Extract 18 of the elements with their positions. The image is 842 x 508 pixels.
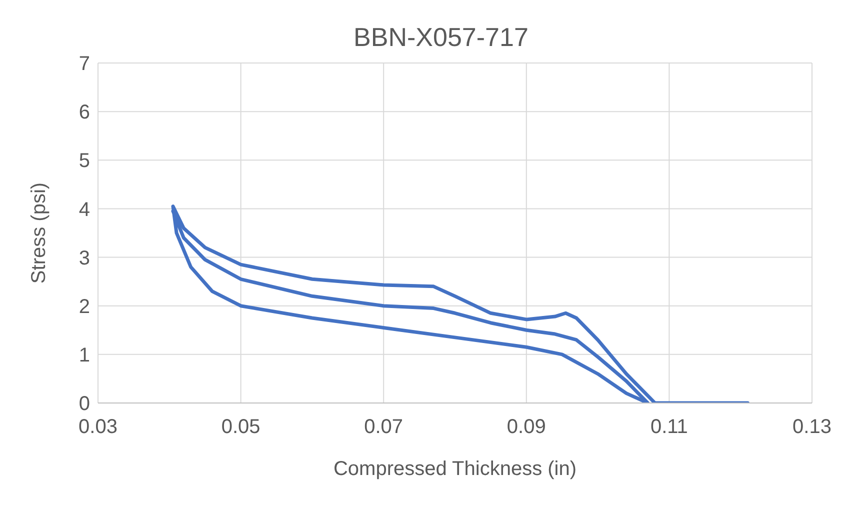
x-tick-label: 0.07 — [364, 416, 404, 438]
y-tick-label: 3 — [78, 247, 90, 270]
y-tick-label: 7 — [78, 53, 90, 76]
y-tick-label: 2 — [78, 296, 90, 318]
x-tick-label: 0.05 — [221, 416, 260, 438]
x-tick-label: 0.09 — [506, 416, 546, 438]
x-tick-label: 0.03 — [78, 416, 118, 438]
x-axis-title: Compressed Thickness (in) — [333, 458, 577, 480]
y-axis-title: Stress (psi) — [28, 182, 50, 284]
chart-title: BBN-X057-717 — [352, 21, 530, 53]
line-series — [171, 204, 750, 403]
y-tick-label: 1 — [78, 344, 90, 367]
y-tick-label: 5 — [78, 150, 90, 172]
y-tick-label: 4 — [78, 198, 90, 221]
y-tick-label: 0 — [78, 393, 90, 416]
x-tick-label: 0.11 — [650, 416, 688, 438]
x-tick-label: 0.13 — [792, 416, 832, 438]
y-tick-label: 6 — [78, 102, 90, 124]
